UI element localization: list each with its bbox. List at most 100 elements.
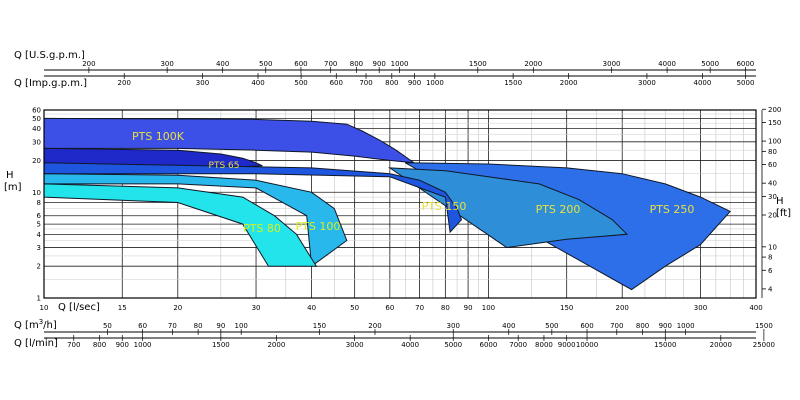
usgpm-scale-tick-label: 400: [216, 60, 229, 68]
y-right-title-line2: [ft]: [776, 208, 791, 219]
y-right-tick-label: 10: [768, 243, 777, 251]
pump-zones: [43, 117, 732, 291]
usgpm-scale-tick-label: 700: [324, 60, 337, 68]
y-left-tick-label: 20: [32, 157, 41, 165]
m3h-scale-tick-label: 800: [636, 322, 649, 330]
m3h-scale-tick-label: 400: [502, 322, 515, 330]
lmin-scale-tick-label: 7000: [509, 341, 527, 349]
lmin-scale-tick-label: 2000: [267, 341, 285, 349]
zone-pts-150: [43, 162, 463, 234]
lmin-scale-tick-label: 8000: [535, 341, 553, 349]
axis-ticks: 10 15 20 30 40 50 60 70 80 90 100 150 200 300 40012345…: [32, 60, 781, 349]
usgpm-scale-tick-label: 200: [82, 60, 95, 68]
x-tick-label: 50: [350, 304, 359, 312]
y-left-title-line2: [m]: [4, 182, 22, 193]
m3h-scale-tick-label: 70: [168, 322, 177, 330]
m3h-scale-tick-label: 300: [447, 322, 460, 330]
lmin-scale-tick-label: 25000: [753, 341, 775, 349]
y-left-tick-label: 3: [37, 244, 41, 252]
y-right-tick-label: 150: [768, 119, 781, 127]
usgpm-scale-tick-label: 300: [160, 60, 173, 68]
x-tick-label: 60: [385, 304, 394, 312]
x-tick-label: 200: [616, 304, 629, 312]
y-right-tick-label: 200: [768, 106, 781, 114]
impgpm-scale-tick-label: 300: [196, 79, 209, 87]
lmin-scale-tick-label: 20000: [710, 341, 732, 349]
top-scale-usgpm-title: Q [U.S.g.p.m.]: [14, 50, 85, 61]
impgpm-scale-tick-label: 1000: [426, 79, 444, 87]
x-tick-label: 20: [173, 304, 182, 312]
x-tick-label: 10: [40, 304, 49, 312]
lmin-scale-tick-label: 700: [67, 341, 80, 349]
m3h-scale-tick-label: 90: [216, 322, 225, 330]
bottom-scale-m3h-title: Q [m3/h]: [14, 318, 57, 331]
lmin-scale-tick-label: 1000: [134, 341, 152, 349]
y-right-tick-label: 8: [768, 254, 772, 262]
y-left-tick-label: 5: [37, 221, 41, 229]
zone-label-pts-80: PTS 80: [243, 222, 281, 235]
zone-label-pts-250: PTS 250: [650, 203, 695, 216]
m3h-scale-tick-label: 150: [313, 322, 326, 330]
plot-border: [43, 109, 757, 299]
y-left-tick-label: 4: [37, 231, 42, 239]
zone-pts-200: [388, 167, 629, 249]
impgpm-scale-tick-label: 500: [294, 79, 307, 87]
x-primary-title: Q [l/sec]: [58, 302, 100, 313]
impgpm-scale-tick-label: 900: [408, 79, 421, 87]
impgpm-scale-tick-label: 200: [118, 79, 131, 87]
impgpm-scale-tick-label: 800: [385, 79, 398, 87]
y-left-tick-label: 6: [37, 212, 42, 220]
usgpm-scale-tick-label: 2000: [524, 60, 542, 68]
m3h-scale-tick-label: 50: [103, 322, 112, 330]
y-left-tick-label: 50: [32, 115, 41, 123]
x-tick-label: 80: [441, 304, 450, 312]
usgpm-scale-tick-label: 4000: [658, 60, 676, 68]
y-right-tick-label: 60: [768, 161, 777, 169]
zone-label-pts-100k: PTS 100K: [132, 130, 185, 143]
impgpm-scale-tick-label: 3000: [638, 79, 656, 87]
zone-label-pts-150: PTS 150: [422, 200, 467, 213]
lmin-scale-tick-label: 9000: [558, 341, 576, 349]
usgpm-scale-tick-label: 6000: [736, 60, 754, 68]
lmin-scale-tick-label: 800: [93, 341, 106, 349]
top-scale-impgpm-title: Q [Imp.g.p.m.]: [14, 78, 87, 89]
m3h-scale-tick-label: 100: [235, 322, 248, 330]
y-left-tick-label: 1: [37, 295, 41, 303]
m3h-scale-tick-label: 60: [138, 322, 147, 330]
lmin-scale-tick-label: 3000: [346, 341, 364, 349]
y-right-tick-label: 80: [768, 148, 777, 156]
impgpm-scale-tick-label: 600: [330, 79, 343, 87]
y-left-tick-label: 8: [37, 199, 41, 207]
y-right-tick-label: 30: [768, 193, 777, 201]
impgpm-scale-tick-label: 5000: [737, 79, 755, 87]
y-left-title-line1: H: [6, 170, 14, 181]
zone-label-pts-100: PTS 100: [296, 220, 341, 233]
y-left-tick-label: 10: [32, 189, 41, 197]
usgpm-scale-tick-label: 600: [294, 60, 307, 68]
lmin-scale-tick-label: 4000: [401, 341, 419, 349]
y-right-tick-label: 100: [768, 138, 781, 146]
usgpm-scale-tick-label: 1000: [391, 60, 409, 68]
m3h-scale-tick-label: 200: [368, 322, 381, 330]
y-left-tick-label: 60: [32, 107, 41, 115]
lmin-scale-tick-label: 900: [116, 341, 129, 349]
m3h-scale-tick-label: 700: [610, 322, 623, 330]
y-right-tick-label: 4: [768, 285, 773, 293]
y-left-tick-label: 2: [37, 263, 41, 271]
lmin-scale-tick-label: 1500: [212, 341, 230, 349]
zone-pts-80: [43, 183, 318, 267]
m3h-scale-tick-label: 500: [545, 322, 558, 330]
x-tick-label: 400: [749, 304, 762, 312]
usgpm-scale-tick-label: 1500: [469, 60, 487, 68]
x-tick-label: 30: [252, 304, 261, 312]
zone-label-pts-65: PTS 65: [209, 161, 240, 171]
usgpm-scale-tick-label: 3000: [603, 60, 621, 68]
m3h-scale-tick-label: 600: [580, 322, 593, 330]
impgpm-scale-tick-label: 2000: [560, 79, 578, 87]
m3h-scale-tick-label: 1500: [755, 322, 773, 330]
x-tick-label: 40: [307, 304, 316, 312]
impgpm-scale-tick-label: 1500: [504, 79, 522, 87]
lmin-scale-tick-label: 5000: [444, 341, 462, 349]
y-left-tick-label: 30: [32, 138, 41, 146]
